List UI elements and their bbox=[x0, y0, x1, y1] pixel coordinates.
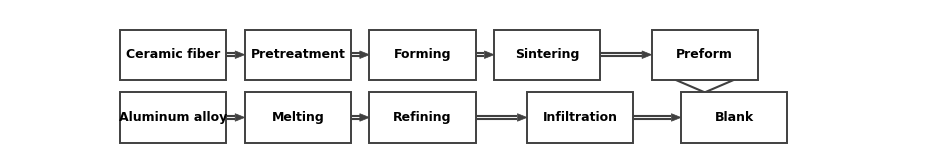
FancyBboxPatch shape bbox=[369, 92, 476, 143]
Polygon shape bbox=[236, 51, 245, 59]
Text: Melting: Melting bbox=[272, 111, 324, 124]
Polygon shape bbox=[642, 51, 652, 59]
Text: Aluminum alloy: Aluminum alloy bbox=[119, 111, 227, 124]
FancyBboxPatch shape bbox=[652, 30, 758, 80]
FancyBboxPatch shape bbox=[494, 30, 601, 80]
Text: Preform: Preform bbox=[676, 48, 733, 61]
Polygon shape bbox=[236, 114, 245, 121]
Text: Forming: Forming bbox=[394, 48, 451, 61]
Polygon shape bbox=[672, 114, 681, 121]
FancyBboxPatch shape bbox=[527, 92, 633, 143]
FancyBboxPatch shape bbox=[120, 92, 226, 143]
Polygon shape bbox=[359, 51, 369, 59]
Text: Ceramic fiber: Ceramic fiber bbox=[126, 48, 220, 61]
Polygon shape bbox=[675, 80, 734, 92]
Text: Infiltration: Infiltration bbox=[543, 111, 618, 124]
Text: Pretreatment: Pretreatment bbox=[251, 48, 345, 61]
FancyBboxPatch shape bbox=[245, 30, 351, 80]
Text: Refining: Refining bbox=[394, 111, 452, 124]
Text: Blank: Blank bbox=[714, 111, 754, 124]
Text: Sintering: Sintering bbox=[515, 48, 579, 61]
FancyBboxPatch shape bbox=[120, 30, 226, 80]
FancyBboxPatch shape bbox=[681, 92, 787, 143]
Polygon shape bbox=[484, 51, 494, 59]
Polygon shape bbox=[359, 114, 369, 121]
FancyBboxPatch shape bbox=[369, 30, 476, 80]
Polygon shape bbox=[517, 114, 527, 121]
FancyBboxPatch shape bbox=[245, 92, 351, 143]
